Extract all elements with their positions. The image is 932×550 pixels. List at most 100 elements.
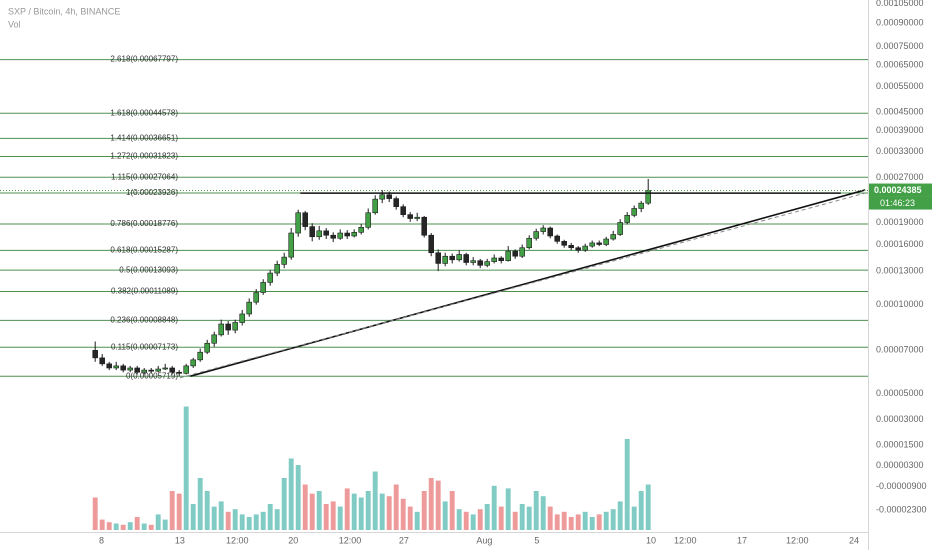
volume-bar	[526, 506, 532, 530]
candle-body	[113, 365, 119, 369]
candle-body	[141, 369, 147, 373]
y-tick-label: 0.00007000	[876, 345, 924, 355]
fib-label: 0.236(0.00008848)	[110, 315, 178, 324]
x-tick-label: 27	[399, 535, 409, 545]
volume-bar	[106, 522, 112, 530]
candle-body	[330, 234, 336, 239]
candle-body	[148, 369, 154, 372]
volume-bar	[169, 491, 175, 530]
volume-bar	[155, 514, 161, 530]
volume-bar	[449, 491, 455, 530]
candle-body	[274, 264, 280, 274]
candle-body	[267, 272, 273, 283]
y-tick-label: 0.00055000	[876, 81, 924, 91]
volume-bar	[162, 519, 168, 530]
volume-bar	[197, 478, 203, 530]
volume-bar	[407, 506, 413, 530]
x-tick-label: 24	[849, 535, 859, 545]
y-tick-label: 0.00065000	[876, 59, 924, 69]
volume-bar	[638, 491, 644, 530]
volume-bar	[624, 439, 630, 530]
volume-bar	[99, 519, 105, 530]
y-tick-label: 0.00019000	[876, 217, 924, 227]
volume-bar	[176, 493, 182, 530]
candle-body	[400, 206, 406, 215]
volume-bar	[288, 458, 294, 530]
volume-bar	[218, 501, 224, 530]
candle-body	[162, 367, 168, 370]
volume-bar	[148, 524, 154, 530]
y-tick-label: 0.00039000	[876, 125, 924, 135]
y2-tick-label: 0.00001500	[876, 440, 924, 450]
candle-body	[414, 216, 420, 219]
volume-bar	[442, 501, 448, 530]
volume-bar	[435, 480, 441, 530]
fib-label: 0.5(0.00013093)	[119, 265, 178, 274]
volume-bar	[253, 514, 259, 530]
candle-body	[610, 234, 616, 240]
candle-body	[631, 208, 637, 216]
candle-body	[232, 322, 238, 331]
candle-body	[351, 231, 357, 237]
candle-body	[337, 232, 343, 239]
x-tick-label: 12:00	[674, 535, 697, 545]
volume-bar	[365, 491, 371, 530]
volume-bar	[400, 498, 406, 530]
candle-body	[428, 234, 434, 254]
last-price-label: 0.00024385	[874, 185, 922, 195]
volume-bar	[372, 471, 378, 530]
volume-bar	[533, 491, 539, 530]
candle-body	[617, 222, 623, 235]
volume-bar	[190, 504, 196, 530]
candle-body	[281, 256, 287, 265]
candle-body	[225, 323, 231, 331]
candle-body	[239, 313, 245, 323]
y-tick-label: 0.00027000	[876, 172, 924, 182]
candle-body	[442, 255, 448, 264]
y-tick-label: 0.00045000	[876, 106, 924, 116]
fib-label: 0.115(0.00007173)	[111, 342, 178, 351]
candle-body	[393, 198, 399, 207]
candle-body	[519, 247, 525, 257]
candle-body	[127, 367, 133, 371]
y2-tick-label: 0.00000300	[876, 460, 924, 470]
candle-body	[253, 292, 259, 303]
volume-bar	[554, 514, 560, 530]
volume-bar	[239, 514, 245, 530]
fib-label: 2.618(0.00067797)	[110, 55, 178, 64]
candle-body	[176, 371, 182, 374]
y-tick-label: 0.00010000	[876, 299, 924, 309]
y-tick-label: 0.00033000	[876, 146, 924, 156]
volume-bar	[505, 488, 511, 530]
chart-title: SXP / Bitcoin, 4h, BINANCE	[8, 6, 120, 16]
volume-bar	[351, 493, 357, 530]
candle-body	[302, 212, 308, 227]
fib-label: 1.414(0.00036651)	[110, 133, 178, 142]
volume-bar	[302, 484, 308, 530]
volume-bar	[512, 511, 518, 530]
candle-body	[456, 254, 462, 261]
volume-bar	[477, 509, 483, 530]
volume-bar	[120, 524, 126, 530]
candle-body	[603, 238, 609, 245]
volume-bar	[519, 504, 525, 530]
x-tick-label: 12:00	[226, 535, 249, 545]
fib-label: 1.115(0.00027064)	[111, 172, 178, 181]
volume-bar	[414, 511, 420, 530]
y-tick-label: 0.00105000	[876, 0, 924, 8]
volume-bar	[260, 511, 266, 530]
y2-tick-label: 0.00003000	[876, 414, 924, 424]
volume-bar	[617, 501, 623, 530]
y2-tick-label: -0.00000900	[876, 481, 927, 491]
candle-body	[589, 242, 595, 247]
candle-body	[92, 350, 98, 359]
volume-bar	[267, 504, 273, 530]
y2-tick-label: -0.00002300	[876, 505, 927, 515]
volume-bar	[379, 493, 385, 530]
candle-body	[316, 230, 322, 238]
volume-bar	[323, 504, 329, 530]
candle-body	[372, 198, 378, 214]
candle-body	[218, 323, 224, 336]
